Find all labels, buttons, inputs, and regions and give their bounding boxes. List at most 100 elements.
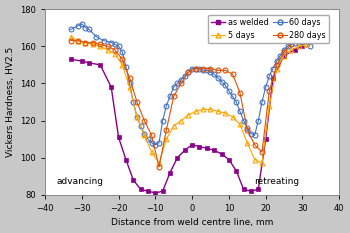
as welded [80, 60, 84, 62]
5 days [83, 41, 88, 44]
280 days [91, 41, 95, 44]
280 days [289, 43, 294, 46]
280 days [172, 95, 176, 98]
280 days [267, 89, 272, 92]
280 days [105, 45, 110, 48]
5 days [194, 110, 198, 113]
60 days [102, 39, 106, 42]
60 days [80, 23, 84, 25]
as welded [256, 188, 260, 191]
Line: as welded: as welded [68, 34, 312, 195]
as welded [219, 153, 224, 155]
5 days [157, 162, 161, 165]
280 days [113, 48, 117, 51]
5 days [186, 113, 190, 116]
280 days [223, 69, 227, 72]
60 days [153, 143, 158, 146]
60 days [308, 45, 312, 48]
5 days [304, 43, 308, 46]
280 days [186, 71, 190, 74]
5 days [98, 45, 102, 48]
5 days [69, 35, 73, 38]
5 days [216, 110, 220, 113]
280 days [69, 39, 73, 42]
5 days [238, 123, 242, 126]
60 days [286, 45, 290, 48]
5 days [267, 104, 272, 107]
280 days [157, 166, 161, 168]
as welded [308, 35, 312, 38]
5 days [179, 119, 183, 122]
as welded [264, 138, 268, 140]
280 days [135, 101, 139, 103]
5 days [201, 108, 205, 111]
Line: 5 days: 5 days [68, 34, 309, 166]
X-axis label: Distance from weld centre line, mm: Distance from weld centre line, mm [111, 219, 273, 227]
5 days [149, 151, 154, 154]
as welded [98, 63, 102, 66]
5 days [172, 125, 176, 127]
5 days [223, 112, 227, 114]
Line: 280 days: 280 days [68, 29, 309, 169]
5 days [76, 39, 80, 42]
280 days [98, 43, 102, 46]
60 days [146, 138, 150, 140]
Legend: as welded, 5 days, 60 days, 280 days: as welded, 5 days, 60 days, 280 days [208, 15, 329, 43]
60 days [69, 28, 73, 31]
280 days [194, 67, 198, 70]
280 days [208, 67, 212, 70]
5 days [297, 45, 301, 48]
as welded [300, 45, 304, 48]
Text: retreating: retreating [254, 177, 300, 186]
as welded [241, 188, 246, 191]
280 days [83, 41, 88, 44]
5 days [289, 48, 294, 51]
as welded [117, 136, 121, 139]
5 days [260, 162, 264, 165]
60 days [131, 101, 135, 103]
as welded [227, 158, 231, 161]
280 days [164, 128, 168, 131]
as welded [69, 58, 73, 61]
5 days [252, 158, 257, 161]
as welded [124, 158, 128, 161]
60 days [201, 69, 205, 72]
as welded [205, 147, 209, 150]
as welded [139, 188, 143, 191]
280 days [304, 30, 308, 33]
Y-axis label: Vickers Hardness, HV2.5: Vickers Hardness, HV2.5 [6, 47, 15, 157]
280 days [230, 73, 235, 75]
5 days [208, 108, 212, 111]
5 days [105, 48, 110, 51]
as welded [197, 145, 202, 148]
as welded [161, 190, 165, 192]
Line: 60 days: 60 days [68, 21, 312, 147]
280 days [201, 67, 205, 70]
as welded [131, 179, 135, 182]
as welded [153, 192, 158, 194]
60 days [227, 89, 231, 92]
280 days [275, 63, 279, 66]
as welded [183, 149, 187, 152]
Text: advancing: advancing [56, 177, 103, 186]
as welded [146, 190, 150, 192]
as welded [212, 149, 216, 152]
as welded [168, 171, 172, 174]
280 days [120, 58, 124, 61]
5 days [282, 54, 286, 57]
280 days [297, 35, 301, 38]
5 days [230, 115, 235, 118]
as welded [190, 143, 194, 146]
280 days [238, 91, 242, 94]
5 days [120, 63, 124, 66]
as welded [175, 156, 180, 159]
280 days [76, 39, 80, 42]
5 days [135, 115, 139, 118]
280 days [149, 134, 154, 137]
280 days [282, 50, 286, 53]
as welded [271, 76, 275, 79]
as welded [234, 169, 238, 172]
280 days [260, 151, 264, 154]
as welded [282, 54, 286, 57]
5 days [245, 141, 249, 144]
